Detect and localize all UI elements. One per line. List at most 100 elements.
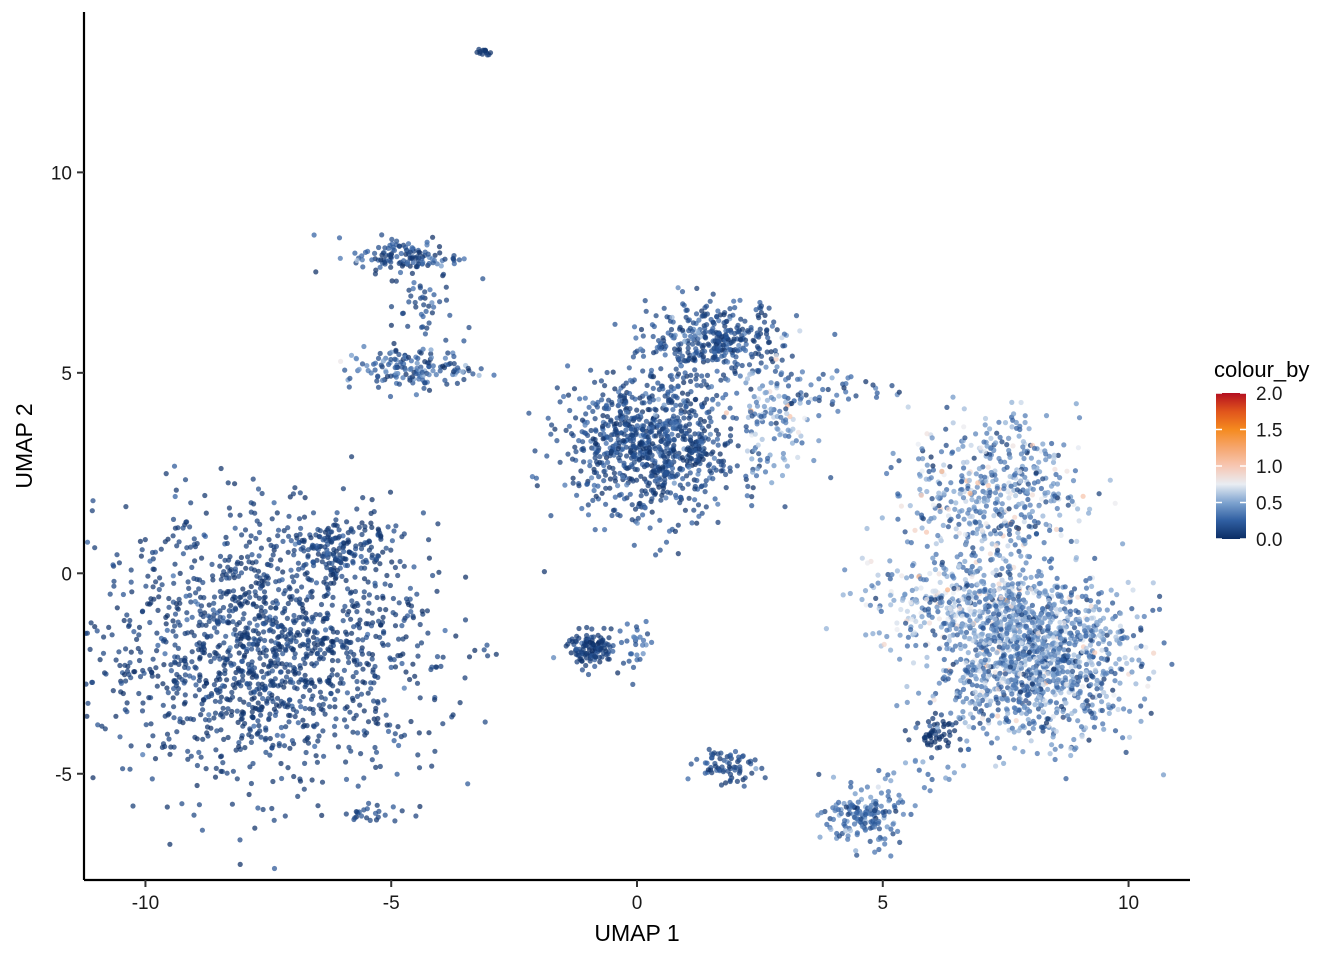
- data-point: [430, 234, 436, 240]
- data-point: [465, 781, 471, 787]
- data-point: [386, 361, 392, 368]
- data-point: [171, 686, 177, 692]
- data-point: [1005, 435, 1012, 441]
- data-point: [998, 459, 1004, 465]
- data-point: [1073, 401, 1079, 407]
- data-point: [785, 427, 791, 433]
- data-point: [1002, 518, 1008, 524]
- data-point: [1151, 650, 1157, 656]
- data-point: [735, 443, 741, 449]
- data-point: [603, 651, 609, 658]
- data-point: [991, 513, 997, 519]
- data-point: [1013, 419, 1019, 426]
- data-point: [918, 576, 924, 582]
- data-point: [981, 572, 987, 578]
- data-point: [282, 634, 288, 640]
- data-point: [678, 341, 684, 347]
- data-point: [302, 678, 308, 685]
- data-point: [698, 431, 705, 437]
- data-point: [677, 500, 683, 506]
- data-point: [840, 592, 846, 598]
- data-point: [209, 561, 215, 568]
- data-point: [704, 311, 711, 317]
- data-point: [377, 634, 383, 641]
- data-point: [243, 625, 249, 631]
- data-point: [708, 451, 715, 457]
- data-point: [716, 338, 722, 344]
- data-point: [669, 400, 675, 406]
- data-point: [294, 686, 300, 692]
- data-point: [935, 532, 941, 539]
- data-point: [1092, 555, 1098, 562]
- data-point: [738, 316, 744, 322]
- data-point: [272, 676, 278, 682]
- data-point: [830, 774, 837, 780]
- data-point: [774, 327, 780, 333]
- data-point: [669, 376, 675, 382]
- data-point: [339, 643, 346, 649]
- data-point: [1010, 697, 1017, 703]
- data-point: [733, 354, 739, 360]
- data-point: [623, 380, 629, 386]
- data-point: [953, 720, 959, 726]
- data-point: [359, 361, 366, 367]
- data-point: [434, 654, 441, 660]
- data-point: [584, 632, 590, 639]
- data-point: [916, 456, 922, 462]
- data-point: [1006, 527, 1012, 533]
- data-point: [1043, 499, 1049, 505]
- data-point: [776, 393, 782, 399]
- data-point: [171, 463, 178, 469]
- data-point: [596, 445, 602, 451]
- data-point: [887, 576, 893, 582]
- data-point: [900, 799, 906, 805]
- data-point: [662, 431, 668, 437]
- data-point: [615, 483, 621, 489]
- data-point: [373, 267, 379, 273]
- data-point: [214, 610, 220, 616]
- data-point: [384, 373, 391, 379]
- data-point: [150, 733, 156, 739]
- data-point: [688, 378, 694, 384]
- data-point: [676, 356, 682, 362]
- data-point: [374, 802, 380, 808]
- data-point: [586, 404, 592, 410]
- data-point: [900, 811, 907, 817]
- data-point: [117, 734, 123, 740]
- data-point: [936, 490, 942, 496]
- data-point: [353, 669, 359, 676]
- data-point: [721, 414, 727, 420]
- data-point: [631, 542, 637, 548]
- data-point: [271, 706, 277, 712]
- data-point: [249, 734, 255, 740]
- data-point: [442, 627, 448, 634]
- data-point: [910, 562, 916, 569]
- data-point: [779, 472, 786, 479]
- data-point: [795, 429, 802, 435]
- data-point: [290, 668, 296, 674]
- data-point: [768, 349, 774, 355]
- data-point: [269, 805, 275, 812]
- data-point: [392, 623, 399, 629]
- data-point: [188, 716, 194, 722]
- data-point: [296, 614, 302, 621]
- data-point: [1026, 534, 1032, 540]
- data-point: [852, 791, 858, 797]
- data-point: [389, 278, 395, 284]
- data-point: [704, 760, 710, 766]
- data-point: [932, 566, 939, 573]
- data-point: [265, 562, 272, 568]
- data-point: [84, 539, 91, 545]
- data-point: [329, 672, 335, 678]
- data-point: [726, 764, 733, 770]
- data-point: [175, 645, 181, 652]
- data-point: [360, 637, 366, 643]
- data-point: [853, 393, 859, 399]
- data-point: [805, 399, 812, 405]
- data-point: [955, 513, 961, 520]
- data-point: [294, 632, 300, 638]
- data-point: [116, 649, 122, 655]
- data-point: [649, 473, 655, 479]
- data-point: [167, 841, 173, 847]
- data-point: [348, 616, 354, 622]
